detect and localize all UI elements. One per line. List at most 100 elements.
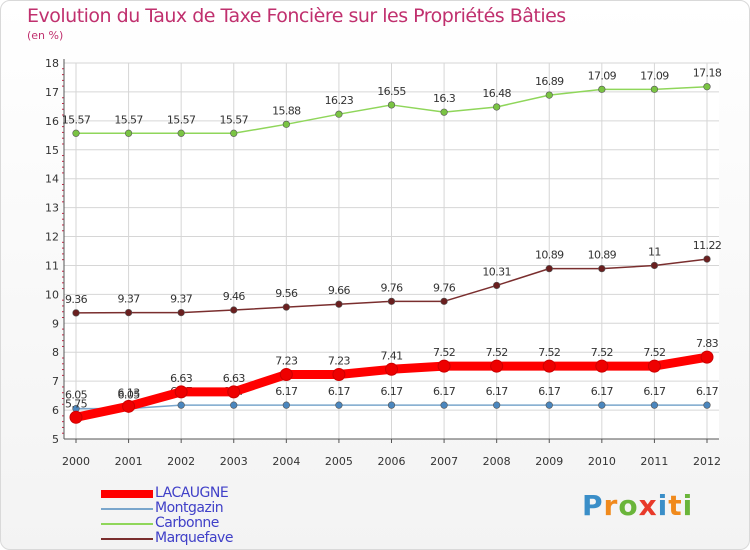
data-point-montgazin [650, 401, 659, 409]
data-label-lacaugne: 6.63 [170, 372, 193, 385]
data-point-carbonne [177, 129, 185, 137]
data-point-carbonne [545, 91, 553, 99]
data-label-montgazin: 6.17 [380, 385, 403, 398]
data-label-montgazin: 6.17 [696, 385, 719, 398]
data-label-montgazin: 6.17 [486, 385, 509, 398]
data-point-lacaugne [174, 385, 188, 399]
y-tick-label: 8 [52, 346, 59, 359]
data-label-montgazin: 6.17 [433, 385, 456, 398]
data-point-lacaugne [227, 385, 241, 399]
data-label-marquefave: 9.46 [223, 290, 246, 303]
data-label-carbonne: 16.3 [433, 92, 456, 105]
data-label-carbonne: 16.55 [377, 85, 406, 98]
data-label-lacaugne: 7.23 [328, 355, 351, 368]
y-tick-label: 5 [52, 433, 59, 446]
x-tick-label: 2006 [378, 455, 406, 468]
data-point-lacaugne [490, 359, 504, 373]
y-tick-label: 11 [45, 259, 59, 272]
data-label-carbonne: 15.57 [114, 113, 143, 126]
data-point-carbonne [598, 85, 606, 93]
data-point-montgazin [230, 401, 238, 409]
data-label-lacaugne: 7.52 [538, 346, 560, 359]
data-point-carbonne [335, 110, 343, 118]
data-point-montgazin [387, 401, 396, 409]
data-label-carbonne: 17.18 [693, 67, 722, 80]
data-point-carbonne [703, 83, 711, 91]
data-label-carbonne: 16.89 [535, 75, 564, 88]
legend-swatch [101, 489, 153, 498]
data-point-marquefave [493, 281, 501, 290]
data-label-montgazin: 6.17 [328, 385, 351, 398]
data-point-montgazin [440, 401, 448, 409]
y-tick-label: 9 [52, 317, 59, 330]
chart-title: Evolution du Taux de Taxe Foncière sur l… [27, 5, 566, 27]
data-label-marquefave: 9.66 [328, 284, 351, 297]
x-tick-label: 2000 [62, 455, 90, 468]
data-label-marquefave: 11 [648, 245, 661, 258]
data-point-carbonne [387, 101, 396, 109]
data-point-lacaugne [332, 368, 346, 382]
data-label-lacaugne: 7.52 [591, 346, 613, 359]
logo-letter: r [603, 489, 619, 522]
data-point-marquefave [282, 303, 290, 311]
legend: LACAUGNE Montgazin Carbonne Marquefave [101, 486, 233, 546]
legend-item-montgazin: Montgazin [101, 501, 233, 516]
data-label-carbonne: 15.57 [62, 113, 91, 126]
data-label-lacaugne: 7.23 [275, 355, 298, 368]
data-point-carbonne [440, 108, 448, 116]
x-tick-label: 2001 [115, 455, 143, 468]
data-point-carbonne [72, 129, 80, 137]
data-label-lacaugne: 7.83 [696, 337, 719, 350]
legend-label: Carbonne [155, 515, 219, 531]
y-tick-label: 18 [45, 57, 59, 70]
data-label-marquefave: 9.37 [118, 293, 141, 306]
data-point-lacaugne [647, 359, 661, 373]
x-tick-label: 2011 [640, 455, 668, 468]
data-label-lacaugne: 7.52 [643, 346, 665, 359]
data-label-carbonne: 15.57 [220, 113, 249, 126]
y-tick-label: 7 [52, 375, 59, 388]
data-point-carbonne [282, 120, 290, 128]
data-point-lacaugne [385, 362, 398, 376]
data-point-carbonne [650, 85, 659, 93]
data-label-montgazin: 6.05 [118, 389, 141, 402]
data-label-marquefave: 10.31 [482, 265, 511, 278]
x-tick-label: 2012 [693, 455, 721, 468]
data-point-marquefave [650, 261, 659, 270]
data-point-montgazin [335, 401, 343, 409]
legend-item-marquefave: Marquefave [101, 531, 233, 546]
x-tick-label: 2003 [220, 455, 248, 468]
logo-letter: P [582, 489, 604, 522]
y-tick-label: 12 [45, 231, 59, 244]
legend-swatch [101, 537, 153, 540]
data-label-lacaugne: 6.13 [118, 386, 141, 399]
data-label-marquefave: 10.89 [535, 249, 564, 262]
data-point-carbonne [124, 129, 133, 137]
legend-label: LACAUGNE [155, 485, 229, 501]
data-point-marquefave [440, 297, 448, 305]
data-point-lacaugne [595, 359, 609, 373]
x-tick-label: 2004 [272, 455, 300, 468]
x-tick-label: 2002 [167, 455, 195, 468]
logo-letter: i [657, 489, 669, 522]
data-label-carbonne: 16.23 [325, 94, 354, 107]
y-tick-label: 17 [45, 86, 59, 99]
data-point-marquefave [598, 265, 606, 273]
data-point-montgazin [703, 401, 711, 409]
data-label-carbonne: 15.57 [167, 113, 196, 126]
data-point-lacaugne [69, 410, 83, 424]
data-point-marquefave [124, 309, 133, 317]
proxiti-logo: Proxiti [582, 489, 693, 522]
data-label-montgazin: 6.17 [275, 385, 298, 398]
data-point-carbonne [493, 103, 501, 111]
data-label-montgazin: 6.17 [643, 385, 666, 398]
y-tick-label: 14 [45, 173, 59, 186]
data-label-carbonne: 17.09 [588, 69, 617, 82]
data-label-montgazin: 6.17 [591, 385, 614, 398]
y-unit-label: (en %) [27, 29, 64, 42]
y-tick-label: 10 [45, 288, 59, 301]
x-tick-label: 2009 [535, 455, 563, 468]
data-point-marquefave [545, 265, 553, 273]
